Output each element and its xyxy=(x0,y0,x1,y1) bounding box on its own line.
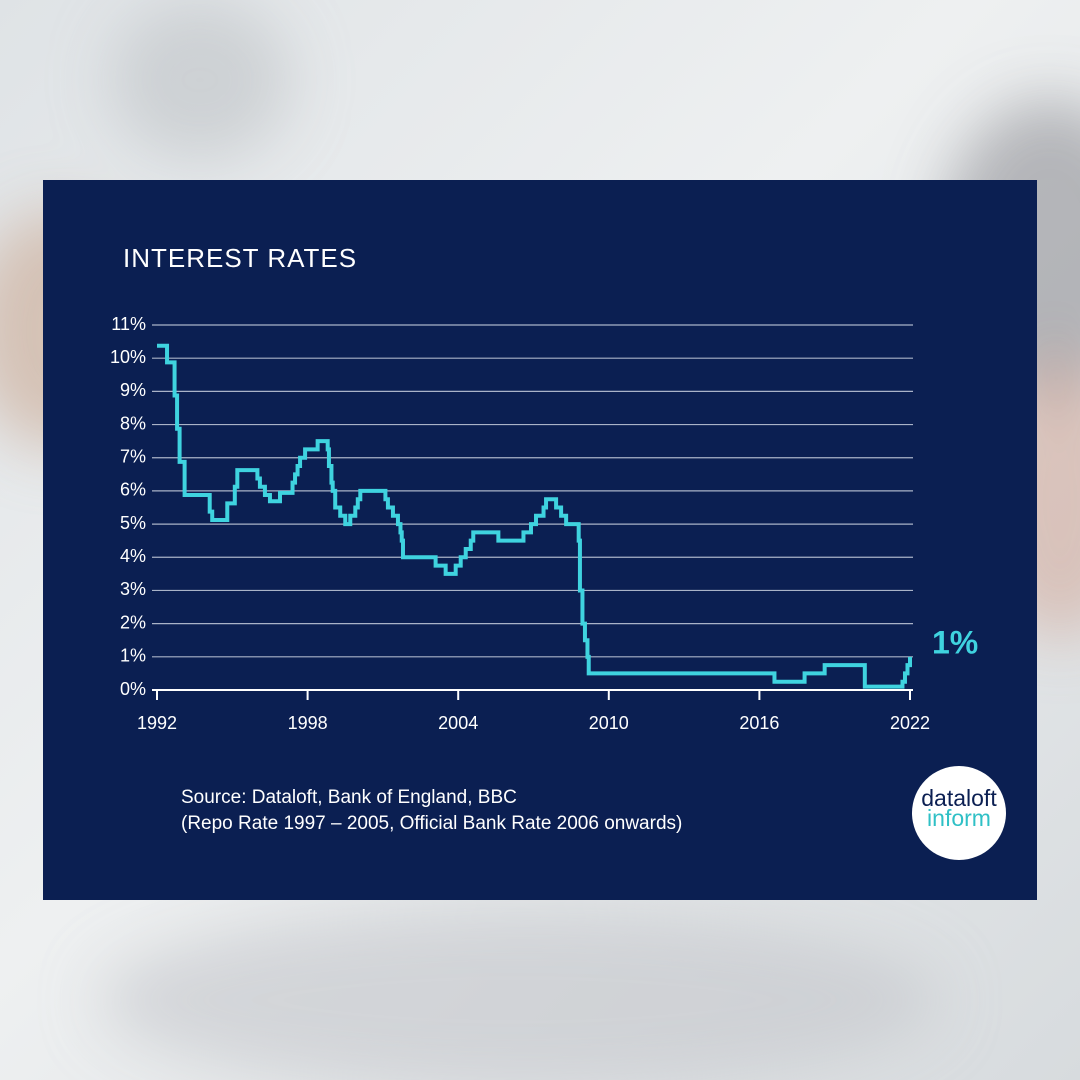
x-tick-label: 1998 xyxy=(288,713,328,733)
panel xyxy=(43,180,1037,900)
x-tick-label: 2004 xyxy=(438,713,478,733)
x-tick-label: 2016 xyxy=(739,713,779,733)
y-tick-label: 6% xyxy=(120,480,146,500)
y-tick-label: 7% xyxy=(120,446,146,466)
y-tick-label: 8% xyxy=(120,413,146,433)
note: (Repo Rate 1997 – 2005, Official Bank Ra… xyxy=(181,813,682,834)
x-tick-label: 2010 xyxy=(589,713,629,733)
y-tick-label: 1% xyxy=(120,646,146,666)
logo-bottom: inform xyxy=(927,805,991,831)
logo-top: dataloft xyxy=(921,785,997,811)
chart-title: INTEREST RATES xyxy=(123,243,357,273)
y-tick-label: 4% xyxy=(120,546,146,566)
y-tick-label: 5% xyxy=(120,513,146,533)
logo-circle xyxy=(912,766,1006,860)
y-tick-label: 0% xyxy=(120,679,146,699)
x-tick-label: 2022 xyxy=(890,713,930,733)
y-tick-label: 3% xyxy=(120,579,146,599)
rate-line xyxy=(157,343,912,689)
end-annotation: 1% xyxy=(932,624,978,660)
y-tick-label: 10% xyxy=(110,347,146,367)
source: Source: Dataloft, Bank of England, BBC xyxy=(181,787,517,808)
y-tick-label: 9% xyxy=(120,380,146,400)
y-tick-label: 11% xyxy=(111,314,146,334)
x-tick-label: 1992 xyxy=(137,713,177,733)
y-tick-label: 2% xyxy=(120,612,146,632)
